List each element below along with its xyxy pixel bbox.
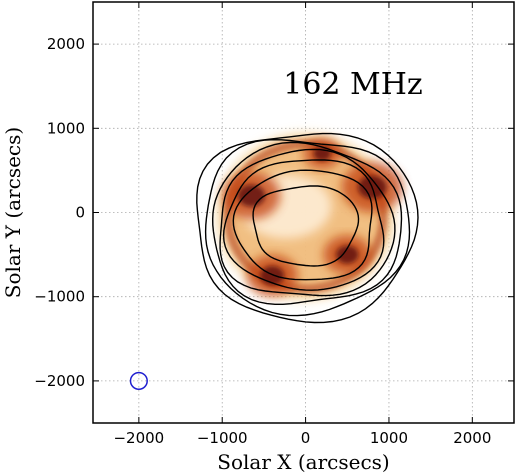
y-tick-label: −1000 — [34, 288, 85, 306]
contour-lines — [196, 132, 419, 324]
contour-level — [211, 141, 403, 305]
emission-core — [237, 184, 265, 207]
y-tick-label: 1000 — [47, 119, 85, 137]
contour-level — [222, 159, 385, 291]
contour-level — [196, 132, 419, 324]
emission-core — [336, 245, 359, 264]
beam-circle — [129, 371, 148, 390]
y-tick-label: −2000 — [34, 372, 85, 390]
x-tick-label: −1000 — [197, 429, 248, 447]
frequency-annotation: 162 MHz — [283, 67, 422, 102]
axis-ticks: −2000 −1000 0 1000 2000 −2000 −1000 0 1000 2000 — [34, 2, 514, 447]
x-tick-label: −2000 — [113, 429, 164, 447]
y-axis-title: Solar Y (arcsecs) — [1, 127, 25, 298]
contour-level — [204, 138, 411, 317]
x-axis-title: Solar X (arcsecs) — [217, 450, 389, 474]
contour-level — [232, 169, 373, 281]
y-tick-label: 0 — [75, 204, 85, 222]
beam-marker — [129, 371, 148, 390]
x-tick-label: 2000 — [453, 429, 491, 447]
y-tick-label: 2000 — [47, 35, 85, 53]
x-tick-label: 1000 — [370, 429, 408, 447]
contour-level — [219, 148, 396, 297]
x-tick-label: 0 — [301, 429, 311, 447]
contour-level — [252, 185, 360, 267]
